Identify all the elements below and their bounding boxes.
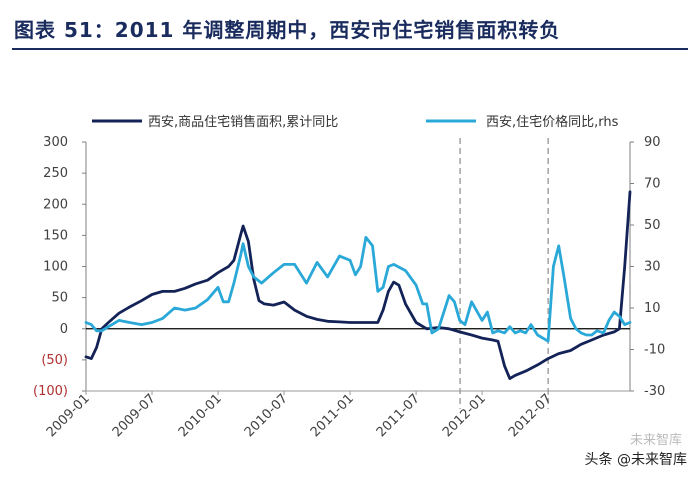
y-right-tick-label: -10 [644,343,665,358]
y-left-tick-label: 250 [43,166,68,181]
x-tick-label: 2009-07 [110,391,159,440]
legend-label-2: 西安,住宅价格同比,rhs [486,114,619,130]
y-left-tick-label: 0 [60,322,68,337]
watermark: 头条 @未来智库 [581,448,690,470]
series-layer [84,190,632,380]
page-title: 图表 51：2011 年调整周期中，西安市住宅销售面积转负 [14,18,561,42]
y-right-tick-label: 90 [644,135,661,150]
title-divider [12,48,688,50]
y-right-tick-label: -30 [644,384,665,399]
y-left-tick-label: (50) [41,353,68,368]
series-line-2 [84,236,632,343]
legend: 西安,商品住宅销售面积,累计同比 西安,住宅价格同比,rhs [92,114,619,130]
axis-layer: 300 250 200 150 100 50 0 (50) (100) 90 70 50 30 10 -10… [33,135,665,440]
x-tick-label: 2012-07 [506,391,555,440]
y-left-tick-label: 100 [43,260,68,275]
legend-label-1: 西安,商品住宅销售面积,累计同比 [148,114,338,130]
y-left-tick-label: 300 [43,135,68,150]
y-right-tick-label: 50 [644,218,661,233]
x-tick-label: 2012-01 [440,391,489,440]
grid-layer [459,138,549,409]
x-tick-label: 2011-01 [308,391,357,440]
y-left-tick-label: 150 [43,228,68,243]
watermark-faint: 未来智库 [629,433,682,448]
y-left-tick-label: (100) [33,384,68,399]
y-left-tick-label: 50 [51,291,68,306]
x-tick-label: 2010-01 [176,391,225,440]
x-tick-label: 2010-07 [242,391,291,440]
y-right-tick-label: 70 [644,177,661,192]
series-line-1 [84,190,632,380]
y-right-tick-label: 10 [644,301,661,316]
x-tick-label: 2011-07 [374,391,423,440]
y-right-tick-label: 30 [644,260,661,275]
y-left-tick-label: 200 [43,197,68,212]
